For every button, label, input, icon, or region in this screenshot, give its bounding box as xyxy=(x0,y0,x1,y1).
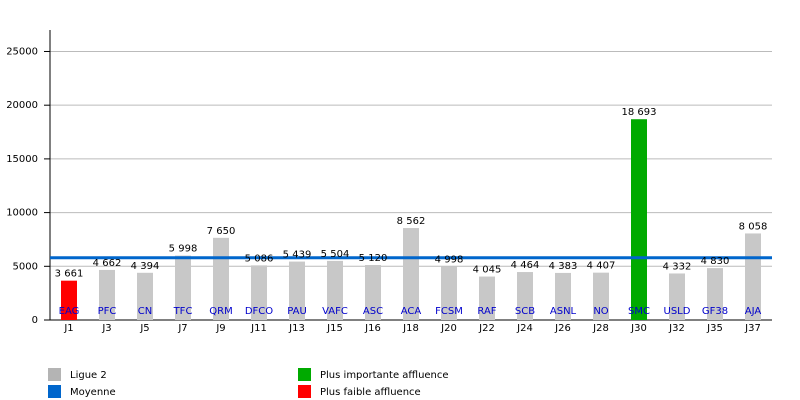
bar xyxy=(441,266,457,320)
x-tick-label: J16 xyxy=(364,323,381,334)
x-tick-label: J13 xyxy=(288,323,305,334)
team-label: ACA xyxy=(401,306,422,317)
bar xyxy=(745,233,761,320)
y-tick-label: 20000 xyxy=(6,100,38,111)
value-label: 5 439 xyxy=(283,250,312,261)
team-label: CN xyxy=(138,306,152,317)
y-tick-label: 0 xyxy=(32,315,38,326)
x-tick-label: J3 xyxy=(101,323,111,334)
value-label: 5 504 xyxy=(321,249,350,260)
x-tick-label: J28 xyxy=(592,323,609,334)
team-label: EAG xyxy=(59,306,80,317)
y-tick-label: 25000 xyxy=(6,46,38,57)
x-tick-label: J26 xyxy=(554,323,571,334)
bar xyxy=(707,268,723,320)
value-label: 8 562 xyxy=(397,216,426,227)
bar xyxy=(137,272,153,320)
team-label: SCB xyxy=(515,306,535,317)
legend-label: Plus importante affluence xyxy=(320,370,449,381)
bar xyxy=(175,255,191,320)
x-tick-label: J18 xyxy=(402,323,419,334)
bar xyxy=(61,280,77,320)
x-tick-label: J5 xyxy=(139,323,149,334)
value-label: 5 998 xyxy=(169,244,198,255)
value-label: 5 086 xyxy=(245,253,274,264)
legend-swatch xyxy=(298,368,311,381)
team-label: GF38 xyxy=(702,306,728,317)
value-label: 4 332 xyxy=(663,261,692,272)
legend-label: Plus faible affluence xyxy=(320,387,421,398)
bar xyxy=(251,265,267,320)
legend-swatch xyxy=(298,385,311,398)
team-label: DFCO xyxy=(245,306,273,317)
value-label: 4 998 xyxy=(435,254,464,265)
y-tick-label: 15000 xyxy=(6,154,38,165)
x-tick-label: J15 xyxy=(326,323,343,334)
team-label: TFC xyxy=(173,306,193,317)
value-label: 4 830 xyxy=(701,256,730,267)
team-label: RAF xyxy=(477,306,496,317)
team-label: QRM xyxy=(209,306,232,317)
value-label: 5 120 xyxy=(359,253,388,264)
bar xyxy=(365,265,381,320)
team-label: PAU xyxy=(287,306,307,317)
value-label: 3 661 xyxy=(55,269,84,280)
bar xyxy=(99,269,115,320)
team-label: VAFC xyxy=(322,306,348,317)
legend-swatch xyxy=(48,368,61,381)
x-tick-label: J1 xyxy=(63,323,73,334)
bar xyxy=(555,272,571,320)
team-label: FCSM xyxy=(435,306,463,317)
value-label: 4 662 xyxy=(93,258,122,269)
bar xyxy=(327,260,343,320)
value-label: 4 464 xyxy=(511,260,540,271)
legend-label: Moyenne xyxy=(70,387,116,398)
x-tick-label: J24 xyxy=(516,323,533,334)
team-label: USLD xyxy=(664,306,691,317)
team-label: ASC xyxy=(363,306,383,317)
legend-swatch xyxy=(48,385,61,398)
legend-label: Ligue 2 xyxy=(70,370,107,381)
x-tick-label: J30 xyxy=(630,323,647,334)
bar xyxy=(593,272,609,320)
value-label: 8 058 xyxy=(739,221,768,232)
team-label: AJA xyxy=(745,306,762,317)
value-label: 4 407 xyxy=(587,261,616,272)
x-tick-label: J37 xyxy=(744,323,761,334)
y-tick-label: 10000 xyxy=(6,208,38,219)
bar xyxy=(631,119,647,321)
x-tick-label: J32 xyxy=(668,323,685,334)
team-label: PFC xyxy=(98,306,117,317)
x-tick-label: J22 xyxy=(478,323,495,334)
value-label: 18 693 xyxy=(622,107,657,118)
bar xyxy=(289,261,305,320)
value-label: 4 394 xyxy=(131,261,160,272)
x-tick-label: J7 xyxy=(177,323,187,334)
team-label: ASNL xyxy=(550,306,577,317)
value-label: 4 045 xyxy=(473,265,502,276)
team-label: SMC xyxy=(628,306,650,317)
x-tick-label: J9 xyxy=(215,323,225,334)
value-label: 4 383 xyxy=(549,261,578,272)
team-label: NO xyxy=(593,306,608,317)
bar xyxy=(669,273,685,320)
bar xyxy=(403,228,419,320)
bar xyxy=(517,272,533,320)
x-tick-label: J20 xyxy=(440,323,457,334)
value-label: 7 650 xyxy=(207,226,236,237)
y-tick-label: 5000 xyxy=(13,261,38,272)
bar xyxy=(479,276,495,320)
x-tick-label: J35 xyxy=(706,323,723,334)
x-tick-label: J11 xyxy=(250,323,267,334)
